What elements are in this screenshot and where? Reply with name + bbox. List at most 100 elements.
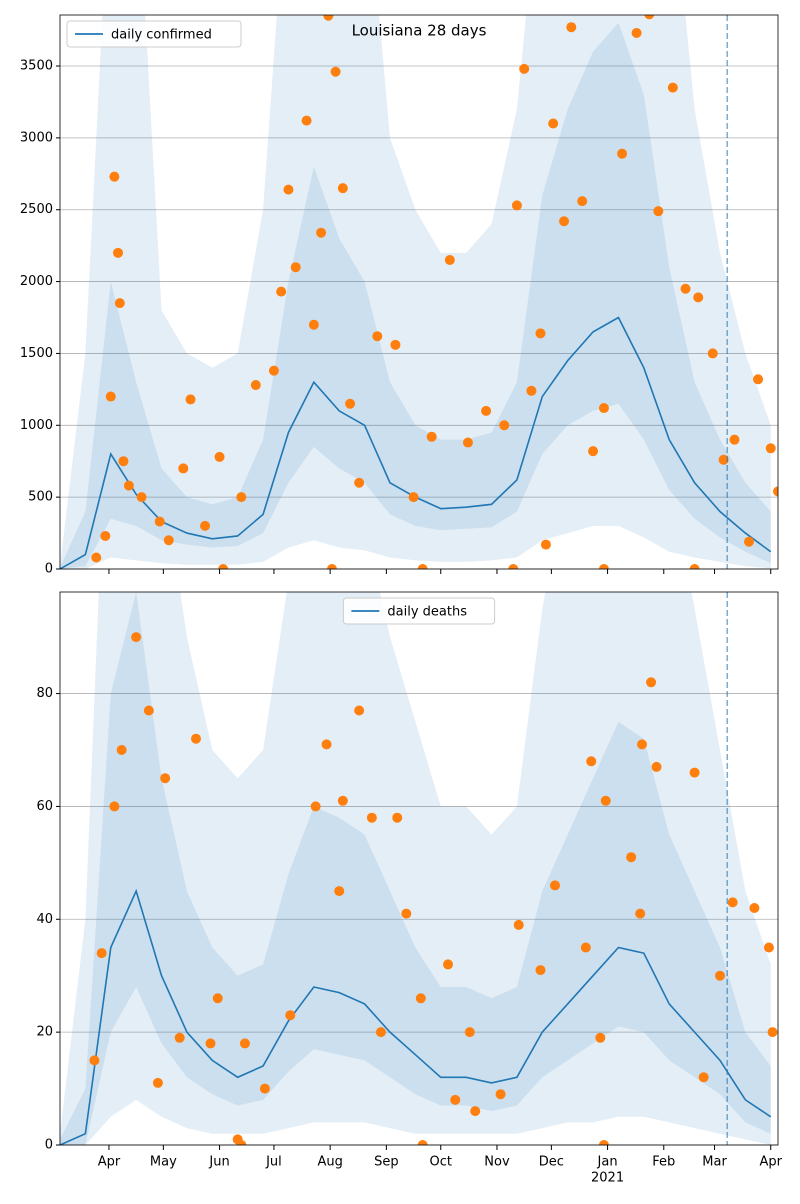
data-point [152,1077,163,1088]
data-point [401,908,412,919]
y-tick-label: 2500 [20,202,53,217]
data-point [308,319,319,330]
data-point [160,773,171,784]
data-point [481,405,492,416]
data-point [316,227,327,238]
y-tick-label: 2000 [20,274,53,289]
y-tick-label: 40 [36,912,53,927]
data-point [646,677,657,688]
x-year-label: 2021 [591,1171,624,1186]
data-point [366,812,377,823]
data-point [91,552,102,563]
x-tick-label: Feb [652,1155,675,1170]
data-point [174,1032,185,1043]
legend-box [66,20,242,48]
y-tick-label: 0 [45,562,53,577]
data-point [549,880,560,891]
data-point [408,492,419,503]
data-point [345,398,356,409]
data-point [354,705,365,716]
data-point [212,993,223,1004]
y-tick-label: 1500 [20,346,53,361]
data-point [113,247,124,258]
data-point [354,477,365,488]
data-point [753,374,764,385]
data-point [631,27,642,38]
data-point [200,520,211,531]
data-point [566,22,577,33]
data-point [323,15,334,21]
data-point [548,118,559,129]
legend: daily deaths [342,597,496,625]
data-point [136,492,147,503]
x-tick-label: Jan [597,1155,618,1170]
x-tick-label: Dec [539,1155,564,1170]
data-point [698,1072,709,1083]
data-point [276,286,287,297]
data-point [765,443,776,454]
data-point [283,184,294,195]
data-point [499,420,510,431]
data-point [680,283,691,294]
data-point [511,200,522,211]
data-point [519,63,530,74]
x-tick-label: Apr [98,1155,121,1170]
data-point [375,1027,386,1038]
data-point [600,795,611,806]
uncertainty-band [60,15,771,569]
data-point [689,564,700,569]
data-point [96,948,107,959]
data-point [301,115,312,126]
data-point [513,919,524,930]
data-point [239,1038,250,1049]
data-point [205,1038,216,1049]
plot-area [60,15,778,569]
data-point [392,812,403,823]
data-point [163,535,174,546]
data-point [337,795,348,806]
data-point [326,564,337,569]
data-point [626,852,637,863]
data-point [743,536,754,547]
data-point [693,292,704,303]
data-point [185,394,196,405]
data-point [595,1032,606,1043]
data-point [635,908,646,919]
data-point [729,434,740,445]
y-tick-label: 1000 [20,418,53,433]
data-point [667,82,678,93]
data-point [450,1094,461,1105]
data-point [290,262,301,273]
data-point [763,942,774,953]
uncertainty-band [60,592,771,1145]
data-point [707,348,718,359]
x-tick-label: Sep [374,1155,399,1170]
x-tick-label: Mar [702,1155,727,1170]
data-point [586,756,597,767]
data-point [105,391,116,402]
data-point [767,1027,778,1038]
axes-frame [59,591,779,1146]
y-tick-label: 500 [28,490,53,505]
data-point [310,801,321,812]
data-point [462,437,473,448]
x-tick-label: Oct [430,1155,452,1170]
data-point [417,1140,428,1145]
data-point [653,206,664,217]
subplot: 0 500 1000 1500 2000 2500 3000 3500 Louisiana 28… [20,14,779,577]
x-tick-label: May [150,1155,177,1170]
data-point [559,216,570,227]
data-point [154,516,165,527]
data-point [727,897,738,908]
legend-label: daily confirmed [111,28,212,43]
x-tick-label: Apr [759,1155,782,1170]
data-point [689,767,700,778]
data-point [321,739,332,750]
data-point [749,903,760,913]
data-point [118,456,129,467]
data-point [285,1010,296,1021]
data-point [259,1083,270,1094]
data-point [116,745,127,755]
uncertainty-band [60,592,771,1145]
